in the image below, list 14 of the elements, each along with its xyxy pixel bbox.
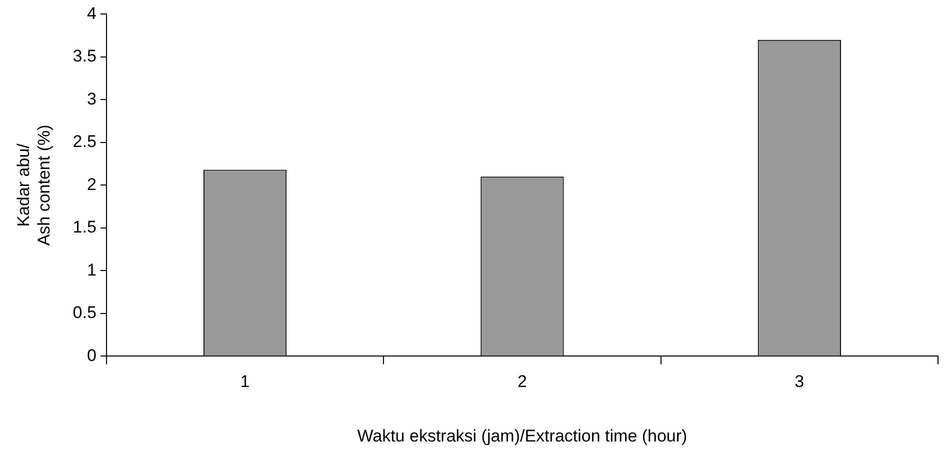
y-tick-label: 4 (86, 4, 96, 23)
y-axis-title: Kadar abu/Ash content (%) (14, 124, 54, 246)
x-tick-label: 2 (517, 372, 527, 392)
y-tick-label: 3.5 (72, 46, 96, 66)
y-tick-label: 1.5 (72, 218, 96, 237)
x-tick-label: 1 (240, 372, 250, 392)
y-tick-label: 3 (86, 89, 96, 108)
y-tick-label: 0.5 (72, 303, 96, 322)
x-tick-label: 3 (794, 372, 804, 392)
y-tick-label: 2 (86, 174, 96, 194)
y-tick-label: 1 (86, 260, 96, 280)
y-tick-label: 2.5 (72, 132, 96, 152)
x-axis-title: Waktu ekstraksi (jam)/Extraction time (hour) (357, 426, 688, 446)
y-tick-label: 0 (86, 346, 96, 365)
